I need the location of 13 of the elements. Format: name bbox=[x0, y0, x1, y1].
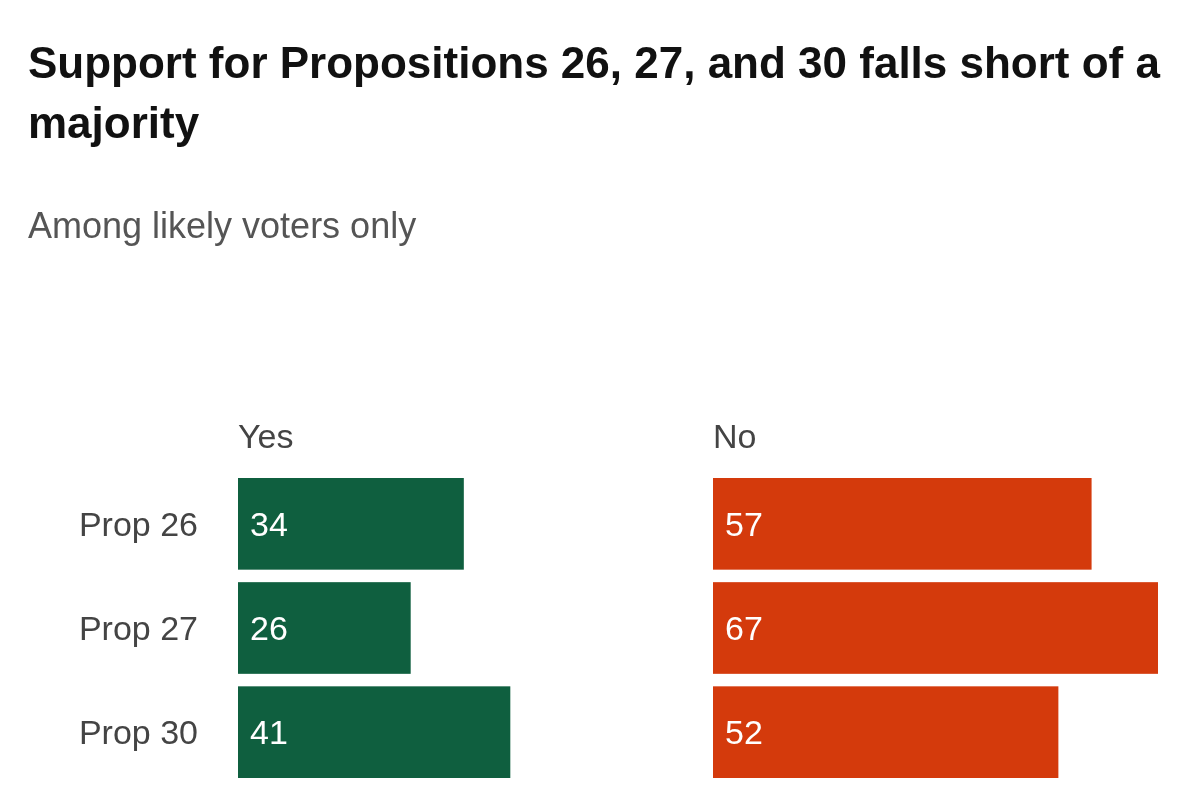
data-label: 67 bbox=[725, 608, 763, 647]
data-label: 26 bbox=[250, 608, 288, 647]
series-label: No bbox=[713, 417, 757, 455]
chart-title: Support for Propositions 26, 27, and 30 falls short of a majority bbox=[28, 38, 1161, 147]
y-tick-label: Prop 26 bbox=[78, 504, 198, 543]
series-label: Yes bbox=[238, 417, 294, 455]
data-label: 52 bbox=[725, 713, 763, 752]
y-tick-label: Prop 27 bbox=[78, 608, 198, 647]
data-label: 57 bbox=[725, 504, 763, 543]
y-tick-label: Prop 30 bbox=[78, 713, 198, 752]
data-label: 34 bbox=[250, 504, 288, 543]
data-label: 41 bbox=[250, 713, 288, 752]
chart-subtitle: Among likely voters only bbox=[28, 205, 417, 246]
